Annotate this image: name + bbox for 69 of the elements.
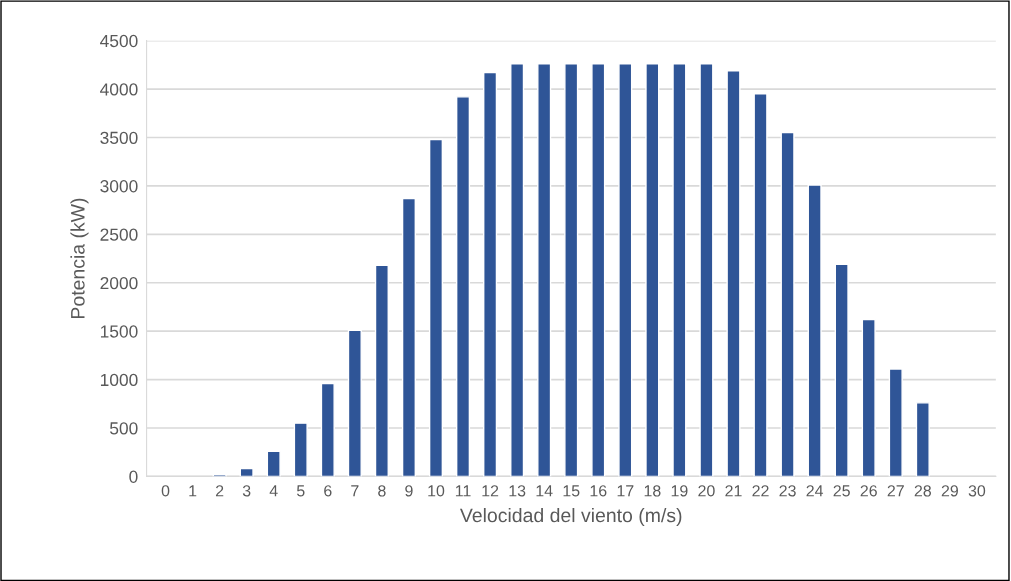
x-tick-label: 12 — [482, 485, 499, 497]
bar — [455, 96, 471, 477]
bar — [401, 197, 416, 477]
bar — [645, 63, 660, 477]
bar — [266, 450, 281, 477]
x-tick-label: 6 — [324, 485, 332, 497]
x-tick-label: 2 — [215, 485, 224, 497]
x-tick-label: 19 — [671, 485, 688, 497]
y-tick-label: 4000 — [100, 83, 138, 96]
x-tick-label: 22 — [752, 485, 769, 497]
x-tick-label: 3 — [242, 485, 251, 497]
x-tick-label: 7 — [351, 485, 359, 497]
bar — [888, 368, 903, 477]
bar — [726, 69, 741, 477]
bar — [834, 263, 849, 477]
bar — [861, 318, 876, 477]
x-tick-label: 9 — [405, 485, 413, 497]
x-tick-label: 23 — [779, 485, 796, 497]
bar — [807, 184, 822, 477]
x-tick-label: 4 — [269, 485, 278, 497]
bar — [780, 131, 795, 477]
bar — [537, 63, 552, 477]
x-tick-label: 11 — [455, 485, 471, 497]
x-tick-label: 14 — [536, 485, 553, 497]
bar — [915, 402, 930, 477]
x-tick-label: 20 — [698, 485, 715, 497]
bar — [374, 264, 389, 477]
y-tick-label: 3500 — [100, 131, 138, 144]
x-tick-label: 15 — [563, 485, 580, 497]
bar — [618, 63, 633, 477]
x-tick-label: 16 — [590, 485, 607, 497]
x-tick-label: 0 — [161, 485, 170, 497]
y-tick-label: 2500 — [100, 228, 138, 241]
y-tick-label: 1500 — [100, 325, 138, 338]
bar — [753, 93, 768, 477]
bar — [564, 63, 579, 477]
bar — [591, 63, 606, 477]
bar — [699, 63, 714, 477]
x-tick-label: 27 — [887, 485, 904, 497]
y-tick-label: 3000 — [100, 180, 138, 193]
x-tick-label: 1 — [189, 485, 197, 497]
x-tick-label: 13 — [509, 485, 526, 497]
bar — [239, 467, 254, 477]
bar — [428, 138, 444, 477]
x-tick-label: 8 — [378, 485, 386, 497]
y-tick-label: 2000 — [100, 276, 138, 290]
bar — [320, 382, 335, 477]
x-tick-label: 18 — [644, 485, 661, 497]
y-tick-label: 1000 — [100, 373, 138, 387]
x-tick-label: 28 — [914, 485, 931, 497]
bar — [347, 329, 362, 477]
x-tick-label: 30 — [968, 485, 986, 497]
x-tick-label: 25 — [833, 485, 850, 497]
y-tick-label: 4500 — [100, 34, 138, 48]
x-tick-label: 24 — [806, 485, 824, 497]
x-tick-label: 5 — [296, 485, 305, 497]
bar — [483, 71, 498, 477]
y-tick-label: 500 — [109, 422, 138, 435]
y-axis-title: Potencia (kW) — [70, 198, 89, 318]
x-tick-label: 17 — [617, 485, 634, 497]
x-axis-title: Velocidad del viento (m/s) — [459, 507, 682, 527]
x-tick-label: 26 — [860, 485, 877, 497]
x-tick-label: 21 — [725, 485, 742, 497]
bar — [672, 63, 687, 477]
bar — [510, 63, 525, 477]
y-tick-label: 0 — [129, 470, 138, 483]
x-tick-label: 29 — [941, 485, 958, 497]
x-tick-label: 10 — [428, 485, 445, 497]
bar — [293, 422, 308, 477]
